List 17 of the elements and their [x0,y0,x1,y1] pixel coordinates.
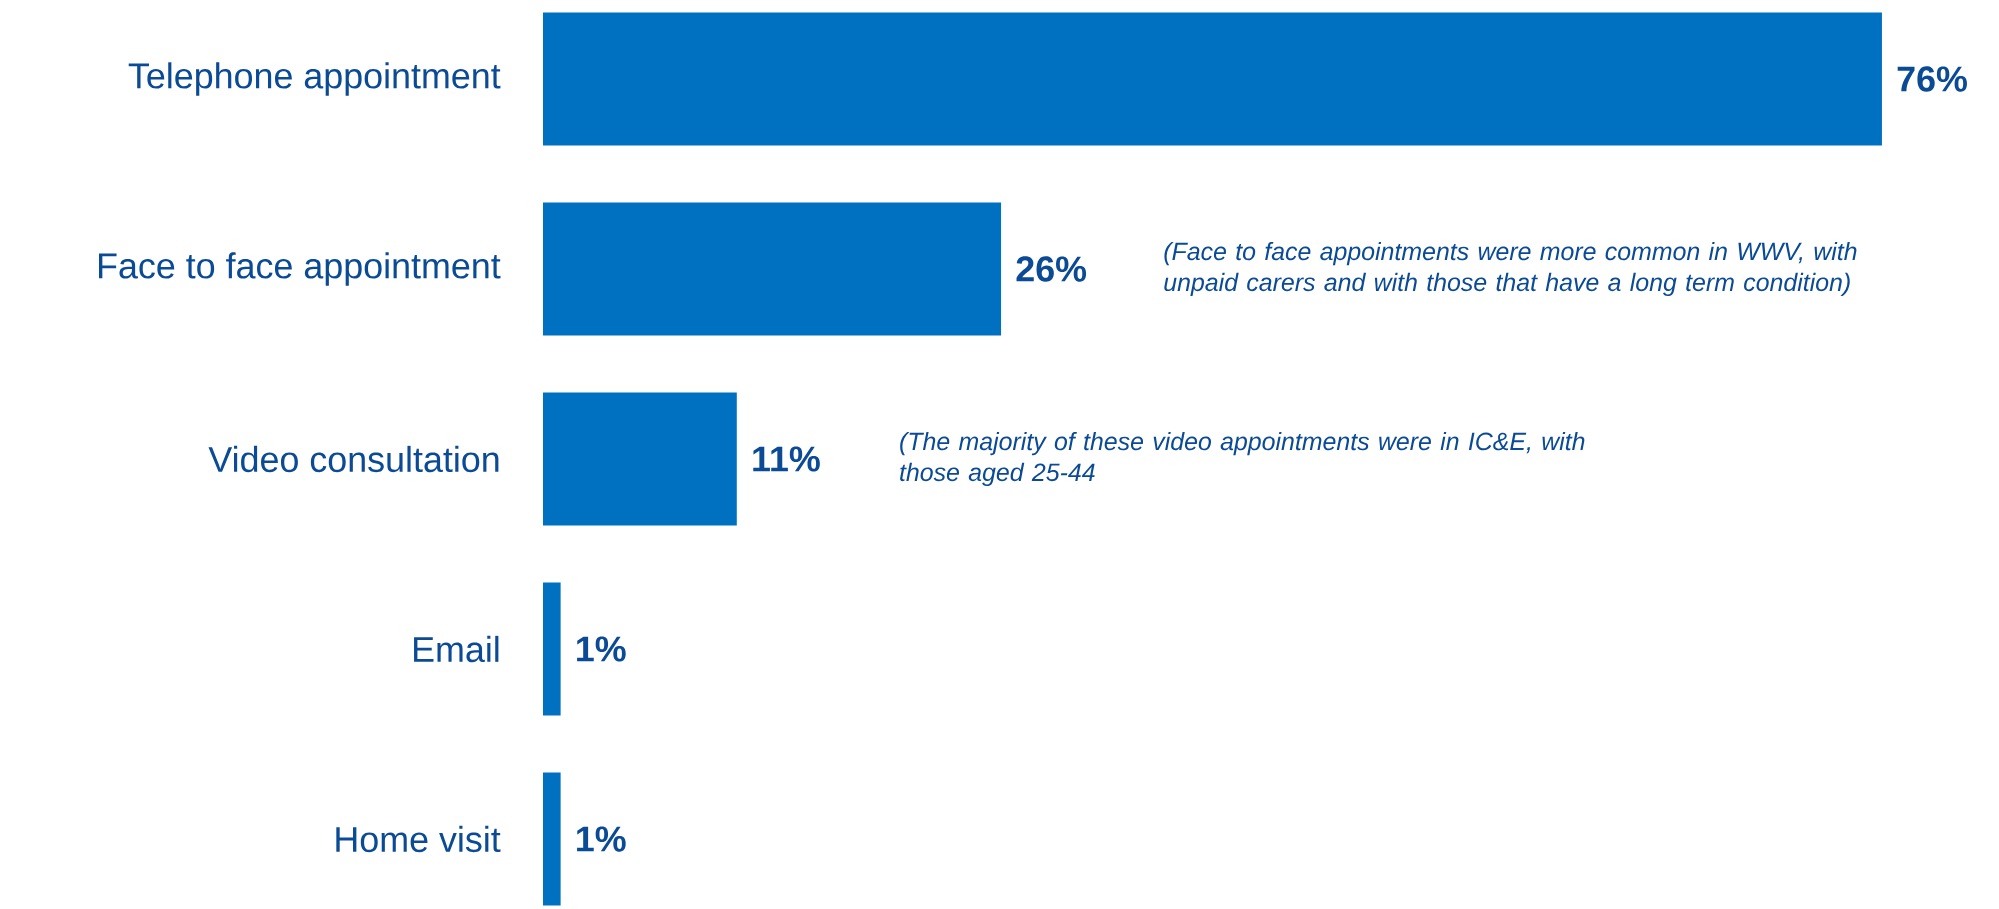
data-label: 1% [577,636,626,662]
data-label: 26% [1016,256,1087,282]
bar [543,202,1002,336]
y-tick-label: Video consultation [208,445,499,473]
y-tick-label: Email [414,635,499,663]
bar [543,12,1882,146]
y-tick-label: Telephone appointment [128,62,501,96]
data-label: 11% [753,446,820,472]
data-label: 1% [577,826,626,852]
bar [543,582,561,716]
annotation: (Face to face appointments were more common in WWV, with unpaid carers and with those that have a long term condition) [1164,241,1857,297]
y-tick-label: Home visit [336,825,501,853]
bar [543,772,561,906]
annotation: (The majority of these video appointments were in IC&E, with those aged 25-44 [900,431,1585,487]
data-label: 76% [1897,66,1967,92]
y-tick-label: Face to face appointment [99,252,501,286]
bar [543,392,737,526]
